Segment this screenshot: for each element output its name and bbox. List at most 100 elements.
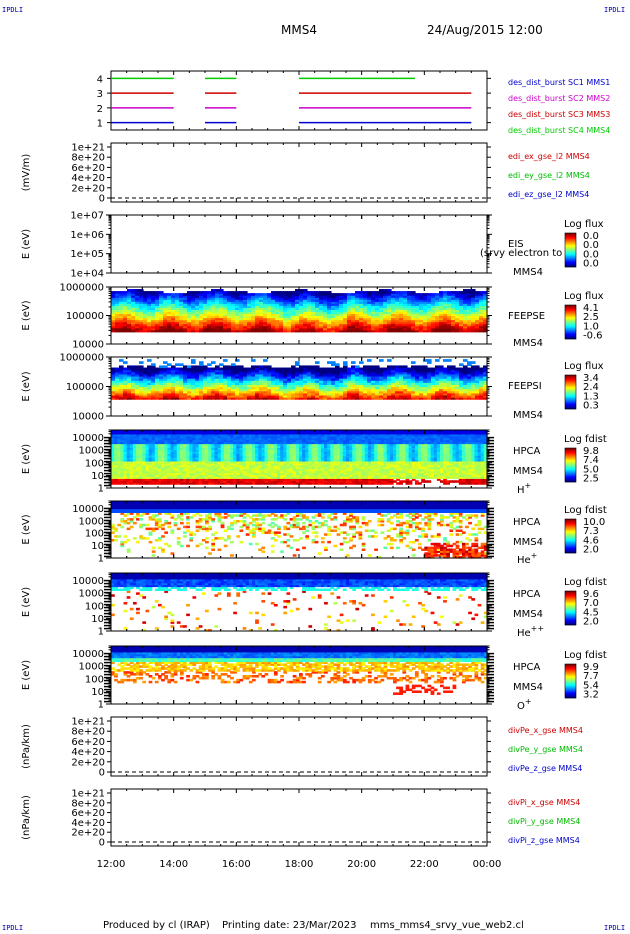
spectrogram-cell (176, 455, 181, 458)
spectrogram-cell (219, 293, 224, 296)
spectrogram-cell (451, 303, 456, 306)
spectrogram-cell (135, 325, 140, 329)
spectrogram-cell (363, 301, 368, 304)
spectrogram-cell (383, 373, 388, 377)
spectrogram-cell (223, 380, 228, 383)
spectrogram-cell (183, 392, 188, 396)
spectrogram-cell (291, 375, 296, 379)
spectrogram-cell (375, 297, 380, 300)
spectrogram-cell (243, 297, 248, 300)
spectrogram-cell (423, 390, 428, 394)
spectrogram-cell (263, 323, 268, 327)
spectrogram-cell (151, 431, 156, 435)
spectrogram-cell (161, 468, 165, 472)
spectrogram-cell (367, 390, 372, 394)
spectrogram-cell (203, 382, 208, 385)
spectrogram-cell (307, 394, 312, 398)
spectrogram-cell (170, 468, 175, 472)
spectrogram-cell (323, 301, 328, 304)
spectrogram-cell (471, 325, 476, 329)
spectrogram-cell (295, 291, 300, 294)
spectrogram-cell (259, 303, 264, 306)
spectrogram-cell (363, 315, 368, 319)
spectrogram-cell (423, 315, 428, 319)
spectrogram-cell (367, 394, 372, 398)
spectrogram-cell (111, 462, 115, 466)
spectrogram-cell (367, 307, 372, 310)
spectrogram-cell (399, 309, 404, 313)
spectrogram-cell (375, 329, 380, 333)
spectrogram-cell (123, 433, 128, 437)
spectrogram-cell (363, 325, 368, 329)
spectrogram-cell (363, 327, 368, 331)
spectrogram-cell (179, 476, 184, 479)
spectrogram-cell (371, 392, 376, 396)
spectrogram-cell (136, 447, 140, 450)
spectrogram-cell (483, 371, 488, 375)
spectrogram-cell (255, 319, 260, 323)
spectrogram-cell (299, 390, 304, 394)
panel-frame (110, 214, 488, 274)
spectrogram-cell (435, 325, 440, 329)
spectrogram-cell (117, 437, 121, 441)
spectrogram-cell (115, 317, 120, 321)
colorbar-cell (565, 262, 576, 264)
spectrogram-cell (227, 317, 232, 321)
spectrogram-cell (371, 307, 376, 310)
spectrogram-cell (391, 329, 396, 333)
spectrogram-cell (275, 384, 280, 388)
spectrogram-cell (331, 295, 336, 298)
spectrogram-cell (195, 323, 200, 327)
spectrogram-cell (167, 313, 172, 317)
spectrogram-cell (139, 289, 144, 292)
spectrogram-cell (355, 390, 360, 394)
spectrogram-cell (129, 462, 134, 466)
spectrogram-cell (199, 329, 204, 333)
spectrogram-cell (151, 476, 156, 479)
spectrogram-cell (173, 455, 178, 458)
spectrogram-cell (175, 325, 180, 329)
spectrogram-cell (231, 297, 236, 300)
spectrogram-cell (167, 301, 172, 304)
spectrogram-cell (164, 462, 168, 466)
spectrogram-cell (151, 443, 156, 447)
spectrogram-cell (319, 369, 324, 373)
spectrogram-cell (175, 313, 180, 317)
spectrogram-cell (175, 394, 180, 398)
spectrogram-cell (259, 386, 264, 390)
spectrogram-cell (211, 321, 216, 325)
spectrogram-cell (223, 315, 228, 319)
spectrogram-cell (223, 321, 228, 325)
instrument-label: FEEPSI (508, 381, 542, 392)
spectrogram-cell (159, 327, 164, 331)
spectrogram-cell (170, 441, 175, 445)
spectrogram-cell (147, 297, 152, 300)
spectrogram-cell (192, 472, 197, 476)
spectrogram-cell (131, 289, 136, 292)
spectrogram-cell (139, 392, 144, 396)
spectrogram-cell (323, 371, 328, 375)
colorbar-frame (564, 374, 577, 410)
spectrogram-cell (170, 460, 175, 464)
spectrogram-cell (223, 313, 228, 317)
spectrogram-cell (263, 305, 268, 308)
spectrogram-cell (307, 380, 312, 383)
spectrogram-cell (443, 371, 448, 375)
colorbar-cell (565, 239, 576, 241)
spectrogram-cell (335, 293, 340, 296)
colorbar-cell (565, 313, 576, 315)
spectrogram-cell (263, 359, 268, 362)
spectrogram-cell (155, 293, 160, 296)
spectrogram-cell (139, 480, 143, 483)
spectrogram-cell (195, 319, 200, 323)
spectrogram-cell (111, 482, 115, 485)
spectrogram-cell (283, 319, 288, 323)
spectrogram-cell (223, 305, 228, 308)
spectrogram-cell (243, 327, 248, 331)
spectrogram-cell (351, 329, 356, 333)
spectrogram-cell (359, 390, 364, 394)
spectrogram-cell (367, 323, 372, 327)
spectrogram-cell (231, 295, 236, 298)
spectrogram-cell (126, 431, 131, 435)
spectrogram-cell (135, 299, 140, 302)
